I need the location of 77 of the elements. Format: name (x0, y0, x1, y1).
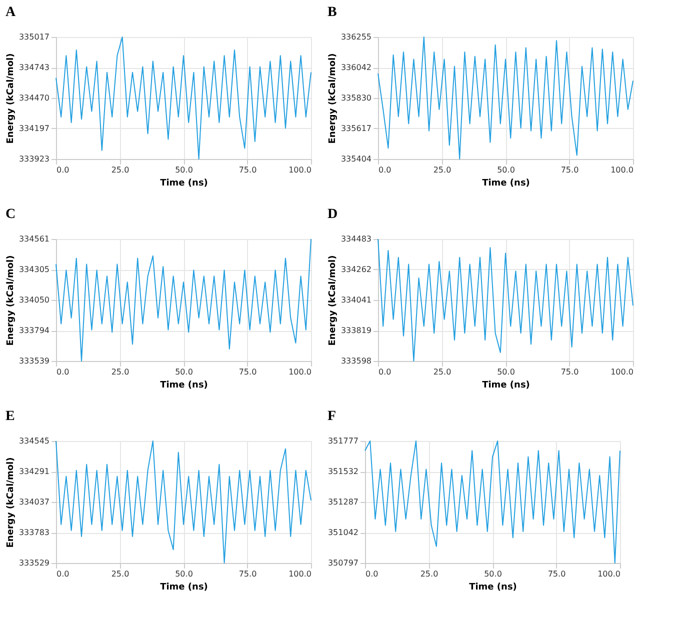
y-tick-label: 334743 (18, 63, 50, 72)
y-tick-label: 351532 (328, 467, 358, 476)
y-tick-label: 334041 (340, 295, 372, 304)
y-tick-label: 350797 (328, 558, 358, 568)
y-tick-label: 334197 (18, 124, 50, 133)
x-tick-label: 50.0 (175, 166, 193, 174)
y-tick-label: 336255 (340, 32, 372, 42)
y-tick-label: 333794 (18, 326, 50, 336)
x-tick-label: 25.0 (420, 570, 438, 578)
x-tick-label: 0.0 (378, 166, 392, 174)
x-tick-label: 25.0 (111, 166, 130, 174)
x-tick-label: 75.0 (238, 368, 257, 376)
x-tick-label: 50.0 (497, 368, 515, 376)
y-axis-title: Energy (kCal/mol) (6, 53, 16, 144)
y-tick-label: 335404 (340, 154, 372, 164)
x-tick-label: 100.0 (610, 368, 634, 376)
y-tick-label: 351287 (328, 498, 358, 506)
x-tick-label: 100.0 (610, 166, 634, 174)
x-tick-label: 0.0 (56, 570, 70, 578)
y-tick-label: 334545 (18, 436, 50, 446)
y-tick-label: 335617 (340, 124, 372, 133)
x-tick-label: 0.0 (366, 570, 378, 578)
chart-title: C (5, 207, 16, 222)
x-tick-label: 100.0 (598, 570, 620, 578)
x-tick-label: 0.0 (378, 368, 392, 376)
y-tick-label: 334291 (18, 467, 50, 476)
x-tick-label: 25.0 (111, 368, 130, 376)
y-tick-label: 351777 (328, 436, 358, 446)
x-tick-label: 50.0 (484, 570, 502, 578)
x-tick-label: 75.0 (548, 570, 566, 578)
y-tick-label: 351042 (328, 528, 358, 537)
y-tick-label: 334050 (18, 296, 50, 304)
x-tick-label: 75.0 (238, 570, 257, 578)
y-axis-title: Energy (kCal/mol) (328, 255, 338, 346)
y-axis-title: Energy (kCal/mol) (328, 53, 338, 144)
x-axis-title: Time (ns) (160, 380, 208, 390)
y-tick-label: 334305 (18, 265, 50, 274)
y-tick-label: 333539 (18, 356, 50, 366)
y-tick-label: 333598 (340, 356, 372, 366)
chart-title: A (5, 5, 16, 20)
x-axis-title: Time (ns) (160, 178, 208, 188)
x-tick-label: 100.0 (288, 570, 312, 578)
chart-title: E (5, 409, 15, 424)
x-axis-title: Time (ns) (160, 582, 208, 592)
y-tick-label: 334483 (340, 234, 372, 244)
x-tick-label: 50.0 (175, 570, 193, 578)
chart-title: F (327, 409, 336, 424)
x-tick-label: 50.0 (175, 368, 193, 376)
x-axis-title: Time (ns) (482, 178, 530, 188)
y-tick-label: 334561 (18, 234, 50, 244)
x-tick-label: 25.0 (433, 166, 452, 174)
x-tick-label: 75.0 (560, 368, 579, 376)
y-tick-label: 333923 (18, 154, 50, 164)
x-axis-title: Time (ns) (482, 380, 530, 390)
x-tick-label: 100.0 (288, 368, 312, 376)
y-tick-label: 334470 (18, 94, 50, 102)
y-tick-label: 334037 (18, 498, 50, 506)
x-axis-title: Time (ns) (469, 582, 517, 592)
chart-title: B (327, 5, 337, 20)
y-tick-label: 333783 (18, 528, 50, 537)
y-tick-label: 336042 (340, 63, 372, 72)
chart-title: D (327, 207, 338, 222)
x-tick-label: 50.0 (497, 166, 515, 174)
y-tick-label: 335830 (340, 93, 372, 102)
x-tick-label: 0.0 (56, 166, 70, 174)
y-tick-label: 333529 (18, 558, 50, 568)
x-tick-label: 25.0 (433, 368, 452, 376)
x-tick-label: 0.0 (56, 368, 70, 376)
y-axis-title: Energy (kCal/mol) (6, 457, 16, 548)
y-tick-label: 335017 (18, 32, 50, 42)
x-tick-label: 25.0 (111, 570, 130, 578)
x-tick-label: 75.0 (238, 166, 257, 174)
x-tick-label: 75.0 (560, 166, 579, 174)
y-tick-label: 334262 (340, 264, 372, 274)
x-tick-label: 100.0 (288, 166, 312, 174)
y-tick-label: 333819 (340, 326, 372, 336)
y-axis-title: Energy (kCal/mol) (6, 255, 16, 346)
